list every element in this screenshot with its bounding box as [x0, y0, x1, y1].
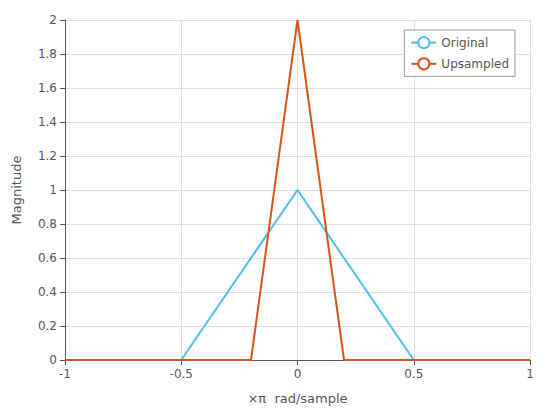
- svg-text:0.4: 0.4: [38, 285, 57, 299]
- svg-text:0: 0: [294, 367, 302, 381]
- svg-text:2: 2: [49, 13, 57, 27]
- svg-text:1: 1: [49, 183, 57, 197]
- svg-text:×π rad/sample: ×π rad/sample: [247, 391, 347, 406]
- svg-text:Upsampled: Upsampled: [441, 57, 509, 71]
- svg-text:0.6: 0.6: [38, 251, 57, 265]
- svg-text:-1: -1: [59, 367, 71, 381]
- svg-text:Original: Original: [441, 36, 488, 50]
- svg-text:0: 0: [49, 353, 57, 367]
- svg-text:0.5: 0.5: [404, 367, 423, 381]
- svg-text:0.8: 0.8: [38, 217, 57, 231]
- svg-text:1.8: 1.8: [38, 47, 57, 61]
- svg-text:1.2: 1.2: [38, 149, 57, 163]
- svg-text:0.2: 0.2: [38, 319, 57, 333]
- svg-text:-0.5: -0.5: [170, 367, 193, 381]
- svg-text:1.6: 1.6: [38, 81, 57, 95]
- svg-text:1: 1: [526, 367, 534, 381]
- svg-text:Magnitude: Magnitude: [9, 156, 24, 225]
- svg-text:1.4: 1.4: [38, 115, 57, 129]
